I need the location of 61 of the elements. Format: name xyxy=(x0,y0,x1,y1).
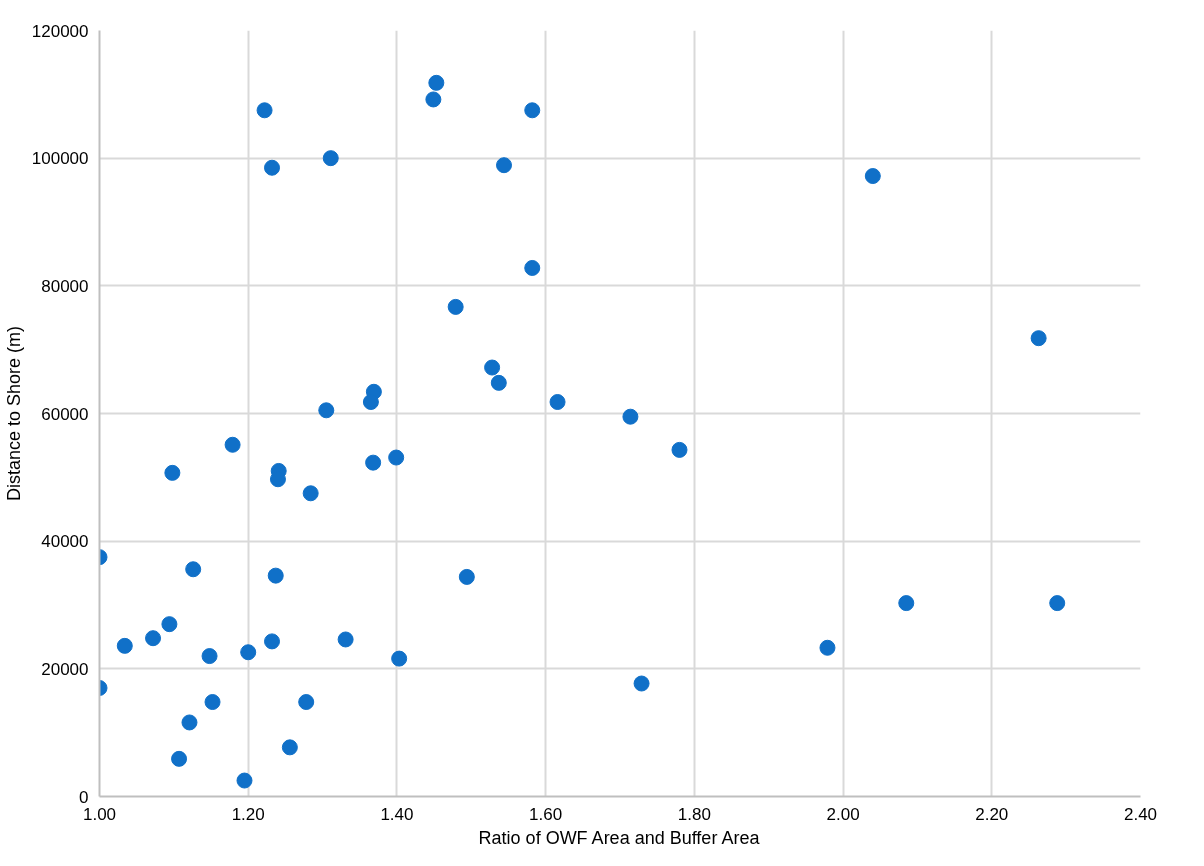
point xyxy=(256,102,273,119)
y-tick-label: 120000 xyxy=(31,21,89,41)
x-tick-label: 1.60 xyxy=(529,804,563,824)
point xyxy=(898,595,915,612)
point xyxy=(264,159,281,176)
point xyxy=(281,739,298,756)
point xyxy=(171,750,188,767)
y-axis-title: Distance to Shore (m) xyxy=(3,325,24,502)
point xyxy=(362,394,379,410)
point xyxy=(240,644,257,661)
point xyxy=(524,102,541,119)
x-tick-label: 2.00 xyxy=(826,804,860,824)
point xyxy=(185,561,202,578)
y-tick-label: 80000 xyxy=(41,276,89,296)
point xyxy=(633,675,650,692)
x-tick-label: 2.40 xyxy=(1123,804,1158,824)
point xyxy=(224,436,241,453)
point xyxy=(201,648,218,665)
x-tick-label: 2.20 xyxy=(975,804,1009,824)
point xyxy=(484,359,501,376)
point xyxy=(365,454,382,471)
point xyxy=(322,150,339,167)
point xyxy=(819,639,836,656)
x-tick-label: 1.20 xyxy=(231,804,265,824)
point xyxy=(428,74,445,91)
y-tick-label: 60000 xyxy=(41,404,89,424)
x-tick-label: 1.80 xyxy=(677,804,711,824)
y-tick-label: 20000 xyxy=(41,659,89,679)
point xyxy=(337,631,354,648)
point xyxy=(164,464,181,481)
point xyxy=(549,394,566,410)
point xyxy=(496,157,512,174)
point xyxy=(622,408,639,425)
x-axis-title: Ratio of OWF Area and Buffer Area xyxy=(478,827,761,848)
point xyxy=(181,714,198,731)
point xyxy=(1049,595,1066,612)
point xyxy=(447,298,464,315)
point xyxy=(490,374,507,391)
point xyxy=(524,259,541,276)
y-tick-label: 0 xyxy=(79,787,89,807)
point xyxy=(116,637,133,654)
point xyxy=(671,441,688,458)
point xyxy=(204,694,221,711)
point xyxy=(145,630,162,647)
x-tick-label: 1.40 xyxy=(380,804,414,824)
point xyxy=(388,449,405,466)
point xyxy=(391,650,408,667)
point xyxy=(236,772,253,789)
y-tick-label: 40000 xyxy=(41,532,89,552)
x-tick-label: 1.00 xyxy=(82,804,117,824)
point xyxy=(267,567,284,584)
point xyxy=(302,485,319,502)
point xyxy=(318,402,335,419)
y-tick-label: 100000 xyxy=(31,149,89,169)
point xyxy=(298,694,315,711)
point xyxy=(864,168,881,185)
point xyxy=(161,616,178,633)
point xyxy=(458,568,475,585)
point xyxy=(264,633,281,650)
point xyxy=(425,91,442,108)
point xyxy=(1030,330,1047,347)
